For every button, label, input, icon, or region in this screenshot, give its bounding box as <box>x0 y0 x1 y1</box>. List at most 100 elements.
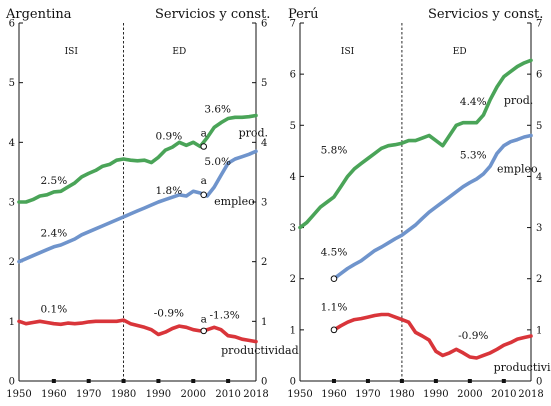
period-label: ED <box>172 47 186 57</box>
break-marker <box>200 327 208 335</box>
break-marker <box>330 275 338 283</box>
x-tick-marker <box>433 379 438 383</box>
y-tick-label-left: 2 <box>9 257 15 268</box>
x-tick-marker <box>501 379 506 383</box>
series-line-prod <box>17 113 258 204</box>
y-tick-label-left: 3 <box>290 223 296 234</box>
y-tick-label-right: 3 <box>261 198 267 209</box>
growth-rate-label: 5.3% <box>460 150 487 162</box>
break-marker <box>200 191 208 199</box>
panel-title-sector: Servicios y const. <box>155 7 270 22</box>
x-tick-marker <box>226 379 231 383</box>
x-tick-label: 2000 <box>457 389 482 400</box>
y-tick-label-right: 1 <box>536 325 542 336</box>
panel-argentina: Argentina Servicios y const. 0 0 1 1 2 2 3 3 4 4 5 5 6… <box>5 7 299 400</box>
x-tick-label: 2010 <box>215 389 240 400</box>
growth-rate-label: 0.1% <box>41 303 68 315</box>
x-tick-label: 1960 <box>41 389 66 400</box>
y-tick-label-right: 0 <box>261 377 267 388</box>
y-tick-label-right: 6 <box>261 19 267 30</box>
y-tick-label-right: 2 <box>261 257 267 268</box>
growth-rate-label: 5.0% <box>204 156 231 168</box>
series-line-productividad <box>17 318 258 344</box>
y-tick-label-right: 5 <box>536 121 542 132</box>
x-tick-marker <box>365 379 370 383</box>
y-tick-label-left: 1 <box>290 325 296 336</box>
x-tick-marker <box>86 379 91 383</box>
annotation-note: a <box>201 175 207 187</box>
y-tick-label-left: 4 <box>290 172 296 183</box>
break-marker <box>200 143 208 150</box>
series-line-productividad <box>332 312 533 360</box>
period-label: ISI <box>341 47 355 57</box>
series-label: prod. <box>504 94 533 107</box>
growth-rate-label: -0.9% <box>154 308 184 320</box>
x-tick-marker <box>191 379 196 383</box>
series-line-empleo <box>332 133 533 281</box>
series-label: empleo <box>214 195 255 208</box>
annotation-note: a <box>201 314 207 326</box>
x-tick-label: 2000 <box>181 389 206 400</box>
x-tick-label: 1970 <box>355 389 380 400</box>
break-marker <box>330 326 338 334</box>
growth-rate-label: 1.8% <box>156 185 183 197</box>
y-tick-label-left: 6 <box>9 19 15 30</box>
series-line-prod <box>298 58 533 230</box>
y-tick-label-left: 6 <box>290 70 296 81</box>
y-tick-label-right: 2 <box>536 274 542 285</box>
panel-title-country: Argentina <box>5 7 72 22</box>
x-tick-label: 1980 <box>111 389 136 400</box>
x-tick-marker <box>51 379 56 383</box>
x-tick-label: 1980 <box>389 389 414 400</box>
growth-rate-label: -0.9% <box>458 330 488 342</box>
y-tick-label-right: 7 <box>536 19 542 30</box>
growth-rate-label: 4.4% <box>460 96 487 108</box>
growth-rate-label: 1.1% <box>321 301 348 313</box>
x-tick-marker <box>467 379 472 383</box>
panel-peru: Perú Servicios y const. 0 0 1 1 2 2 3 3 4 4 5 5 6 6 7 7 19… <box>287 7 551 400</box>
growth-rate-label: 2.4% <box>41 228 68 240</box>
x-tick-label: 1950 <box>6 389 31 400</box>
y-tick-label-left: 5 <box>9 78 15 89</box>
y-tick-label-left: 0 <box>9 377 15 388</box>
panel-title-country: Perú <box>288 7 318 22</box>
y-tick-label-right: 3 <box>536 223 542 234</box>
x-tick-label: 2018 <box>243 389 268 400</box>
y-tick-label-right: 0 <box>536 377 542 388</box>
y-tick-label-right: 4 <box>536 172 542 183</box>
x-tick-label: 1990 <box>146 389 171 400</box>
series-label: prod. <box>239 126 268 139</box>
growth-rate-label: 4.5% <box>321 247 348 259</box>
panel-title-sector: Servicios y const. <box>428 7 543 22</box>
annotation-note: a <box>201 127 207 139</box>
series-label: productividad <box>221 344 299 357</box>
growth-rate-label: 0.9% <box>156 130 183 142</box>
growth-rate-label: 2.5% <box>41 175 68 187</box>
x-tick-marker <box>331 379 336 383</box>
x-tick-label: 2018 <box>518 389 543 400</box>
y-tick-label-left: 7 <box>290 19 296 30</box>
x-tick-label: 2010 <box>491 389 516 400</box>
series-label: productividad <box>494 361 551 374</box>
y-tick-label-left: 1 <box>9 317 15 328</box>
growth-rate-label: 3.6% <box>204 104 231 116</box>
period-label: ED <box>453 47 467 57</box>
x-tick-label: 1960 <box>321 389 346 400</box>
y-tick-label-right: 1 <box>261 317 267 328</box>
growth-rate-label: -1.3% <box>210 309 240 321</box>
y-tick-label-right: 4 <box>261 138 267 149</box>
y-tick-label-right: 5 <box>261 78 267 89</box>
y-tick-label-left: 2 <box>290 274 296 285</box>
series-label: empleo <box>497 162 538 175</box>
x-tick-marker <box>156 379 161 383</box>
y-tick-label-left: 3 <box>9 198 15 209</box>
x-tick-label: 1950 <box>287 389 312 400</box>
x-tick-label: 1970 <box>76 389 101 400</box>
y-tick-label-left: 4 <box>9 138 15 149</box>
series-line-empleo <box>17 149 258 264</box>
x-tick-label: 1990 <box>423 389 448 400</box>
growth-rate-label: 5.8% <box>321 144 348 156</box>
y-tick-label-left: 5 <box>290 121 296 132</box>
y-tick-label-right: 6 <box>536 70 542 81</box>
